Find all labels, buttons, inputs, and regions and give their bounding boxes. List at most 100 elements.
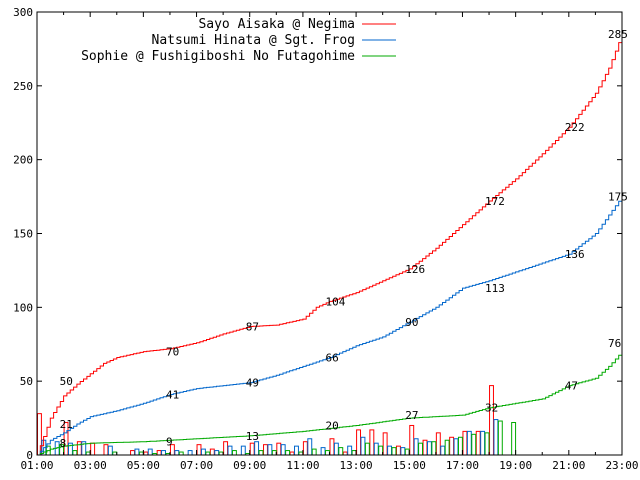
bar [462,430,468,456]
data-label: 27 [405,409,418,422]
data-label: 13 [246,430,259,443]
bar [333,442,339,456]
bar [130,450,135,456]
x-tick-label: 15:00 [393,459,426,472]
bar [413,438,419,456]
y-tick-label: 150 [13,228,33,241]
legend-entry: Sophie @ Fushigiboshi No Futagohime [81,49,355,64]
data-label: 32 [485,402,498,415]
axes: 0 50 100 150 200 250 300 01:00 03:00 05:00 07:00 09… [13,6,638,472]
x-tick-label: 21:00 [552,459,585,472]
bar [294,445,299,456]
bar [147,448,153,456]
x-tick-label: 01:00 [20,459,53,472]
bar [276,442,282,456]
bar [369,429,375,456]
bar [484,432,490,456]
data-label: 126 [405,263,425,276]
cumulative-lines [37,34,623,456]
bar [325,450,330,456]
bar [360,436,366,456]
bar [302,441,308,456]
bar [214,450,220,456]
y-tick-label: 250 [13,80,33,93]
data-label: 87 [246,321,259,334]
bar [134,448,140,456]
bar [391,447,397,456]
series-line [37,34,623,456]
bar [395,445,401,456]
bar [356,429,362,456]
bar [156,450,162,456]
data-label: 136 [565,248,585,261]
x-tick-label: 23:00 [605,459,638,472]
bar [187,450,193,456]
bar [37,413,42,456]
data-labels: 50 70 87 104 126 172 222 285 21 41 49 66 90 113 136 175… [60,28,628,450]
bar [418,442,424,456]
bar [426,441,432,456]
bar [373,442,379,456]
bar [72,450,78,456]
bar [240,445,246,456]
data-label: 113 [485,282,505,295]
bar [489,385,494,456]
y-tick-label: 200 [13,154,33,167]
x-tick-label: 03:00 [74,459,107,472]
data-label: 175 [608,191,628,204]
bar [258,450,264,456]
bar [200,448,206,456]
series-line [37,351,623,456]
bar [311,448,317,456]
data-label: 8 [60,437,67,450]
data-label: 41 [166,388,179,401]
bar [475,430,481,456]
data-label: 47 [565,380,578,393]
data-label: 20 [326,419,339,432]
data-label: 222 [565,121,585,134]
data-label: 49 [246,377,259,390]
bar [161,450,166,456]
bar [76,441,82,456]
bar [497,420,503,456]
bar [271,450,277,456]
bar [280,444,286,456]
bar [249,442,255,456]
x-tick-label: 13:00 [340,459,373,472]
bar [457,436,463,456]
bar [209,448,215,456]
bar [444,439,450,456]
plot-frame [36,11,623,456]
bar [223,441,229,456]
bar [466,430,472,456]
data-label: 285 [608,28,628,41]
bar [254,441,260,456]
bar [107,445,113,456]
bar [364,442,370,456]
x-tick-label: 07:00 [180,459,213,472]
data-label: 90 [405,316,418,329]
bar [351,450,357,456]
bar [453,438,459,456]
series-line [37,196,623,456]
bar [387,445,393,456]
bar [449,436,455,456]
bar [329,438,335,456]
bar [431,441,437,456]
data-label: 21 [60,418,73,431]
bar [400,447,406,456]
bar [404,448,410,456]
y-tick-label: 0 [26,449,33,462]
y-tick-label: 50 [20,375,33,388]
x-tick-label: 19:00 [499,459,532,472]
data-label: 66 [326,352,339,365]
bar [320,447,326,456]
y-tick-label: 100 [13,301,33,314]
bar [480,430,486,456]
legend-entry: Natsumi Hinata @ Sgt. Frog [152,33,356,48]
data-label: 50 [60,375,73,388]
bar [307,438,313,456]
bar [493,419,499,456]
data-label: 9 [166,436,173,449]
